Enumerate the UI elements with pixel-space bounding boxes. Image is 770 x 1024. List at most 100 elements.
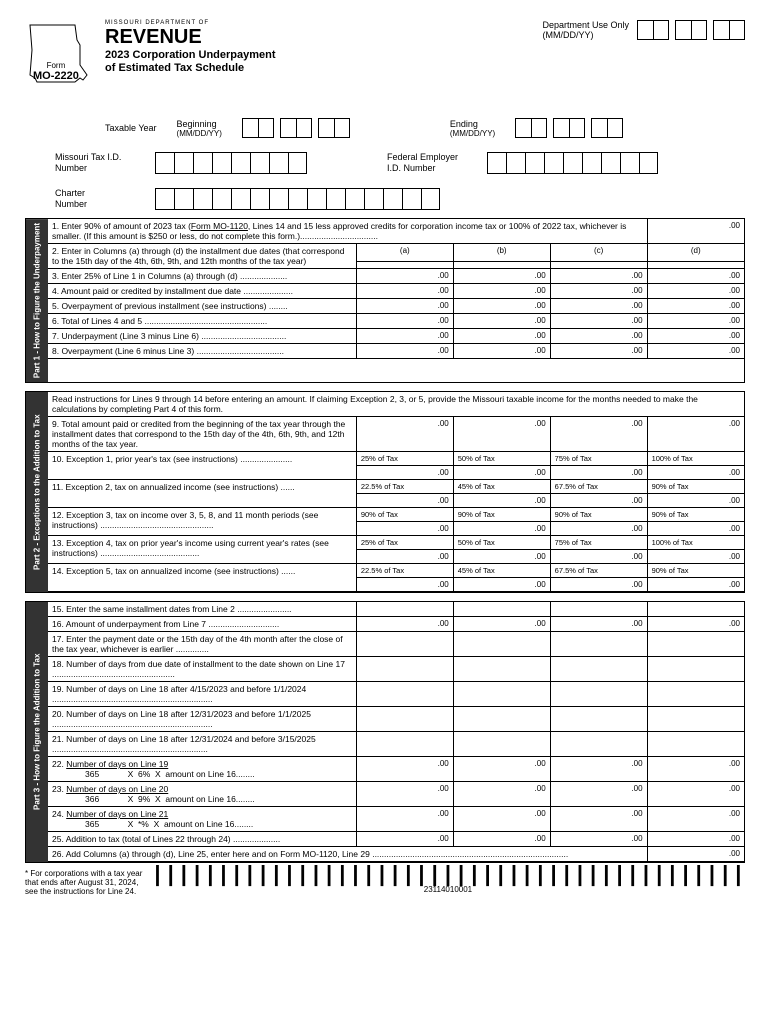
line24-a[interactable]: .00 [356,807,453,832]
line13-b[interactable]: .00 [453,550,550,564]
line11-c[interactable]: .00 [550,494,647,508]
line18-b[interactable] [453,657,550,682]
line16-a[interactable]: .00 [356,617,453,632]
line4-a[interactable]: .00 [356,284,453,299]
line25-a[interactable]: .00 [356,832,453,847]
line5-a[interactable]: .00 [356,299,453,314]
line12-d[interactable]: .00 [647,522,744,536]
line2-d[interactable] [647,262,744,269]
line6-b[interactable]: .00 [453,314,550,329]
line20-c[interactable] [550,707,647,732]
line15-a[interactable] [356,602,453,617]
line21-b[interactable] [453,732,550,757]
fed-boxes[interactable] [487,152,658,174]
line10-c[interactable]: .00 [550,466,647,480]
line7-b[interactable]: .00 [453,329,550,344]
line20-a[interactable] [356,707,453,732]
line10-a[interactable]: .00 [356,466,453,480]
line12-a[interactable]: .00 [356,522,453,536]
line7-d[interactable]: .00 [647,329,744,344]
line4-b[interactable]: .00 [453,284,550,299]
beginning-boxes[interactable] [242,118,350,138]
line19-b[interactable] [453,682,550,707]
line19-c[interactable] [550,682,647,707]
line22-c[interactable]: .00 [550,757,647,782]
line15-d[interactable] [647,602,744,617]
line7-c[interactable]: .00 [550,329,647,344]
line10-d[interactable]: .00 [647,466,744,480]
line14-b[interactable]: .00 [453,578,550,592]
line26-value[interactable]: .00 [647,847,744,862]
line24-c[interactable]: .00 [550,807,647,832]
line17-b[interactable] [453,632,550,657]
line5-d[interactable]: .00 [647,299,744,314]
line25-b[interactable]: .00 [453,832,550,847]
line8-b[interactable]: .00 [453,344,550,359]
line23-b[interactable]: .00 [453,782,550,807]
line12-b[interactable]: .00 [453,522,550,536]
line13-d[interactable]: .00 [647,550,744,564]
line23-a[interactable]: .00 [356,782,453,807]
line9-a[interactable]: .00 [356,417,453,452]
mo-tax-boxes[interactable] [155,152,307,174]
line23-d[interactable]: .00 [647,782,744,807]
line1-value[interactable]: .00 [647,219,744,244]
line11-d[interactable]: .00 [647,494,744,508]
line7-a[interactable]: .00 [356,329,453,344]
line2-a[interactable] [356,262,453,269]
line23-c[interactable]: .00 [550,782,647,807]
line8-d[interactable]: .00 [647,344,744,359]
line25-d[interactable]: .00 [647,832,744,847]
line19-d[interactable] [647,682,744,707]
line16-c[interactable]: .00 [550,617,647,632]
line20-d[interactable] [647,707,744,732]
line22-a[interactable]: .00 [356,757,453,782]
line3-d[interactable]: .00 [647,269,744,284]
ending-boxes[interactable] [515,118,623,138]
line6-c[interactable]: .00 [550,314,647,329]
line9-b[interactable]: .00 [453,417,550,452]
line15-c[interactable] [550,602,647,617]
line13-c[interactable]: .00 [550,550,647,564]
line21-a[interactable] [356,732,453,757]
line17-c[interactable] [550,632,647,657]
line25-c[interactable]: .00 [550,832,647,847]
line6-d[interactable]: .00 [647,314,744,329]
line5-c[interactable]: .00 [550,299,647,314]
line11-a[interactable]: .00 [356,494,453,508]
line3-b[interactable]: .00 [453,269,550,284]
line16-d[interactable]: .00 [647,617,744,632]
line15-b[interactable] [453,602,550,617]
line24-b[interactable]: .00 [453,807,550,832]
line3-a[interactable]: .00 [356,269,453,284]
line20-b[interactable] [453,707,550,732]
line16-b[interactable]: .00 [453,617,550,632]
line10-b[interactable]: .00 [453,466,550,480]
line18-a[interactable] [356,657,453,682]
line14-a[interactable]: .00 [356,578,453,592]
line6-a[interactable]: .00 [356,314,453,329]
charter-boxes[interactable] [155,188,440,210]
line8-a[interactable]: .00 [356,344,453,359]
line18-d[interactable] [647,657,744,682]
line18-c[interactable] [550,657,647,682]
line21-d[interactable] [647,732,744,757]
dept-use-boxes[interactable] [637,20,745,40]
line3-c[interactable]: .00 [550,269,647,284]
line22-d[interactable]: .00 [647,757,744,782]
line17-a[interactable] [356,632,453,657]
line11-b[interactable]: .00 [453,494,550,508]
line14-d[interactable]: .00 [647,578,744,592]
line2-c[interactable] [550,262,647,269]
line22-b[interactable]: .00 [453,757,550,782]
line9-d[interactable]: .00 [647,417,744,452]
line5-b[interactable]: .00 [453,299,550,314]
line4-d[interactable]: .00 [647,284,744,299]
line4-c[interactable]: .00 [550,284,647,299]
line24-d[interactable]: .00 [647,807,744,832]
line9-c[interactable]: .00 [550,417,647,452]
line12-c[interactable]: .00 [550,522,647,536]
line2-b[interactable] [453,262,550,269]
line19-a[interactable] [356,682,453,707]
line8-c[interactable]: .00 [550,344,647,359]
